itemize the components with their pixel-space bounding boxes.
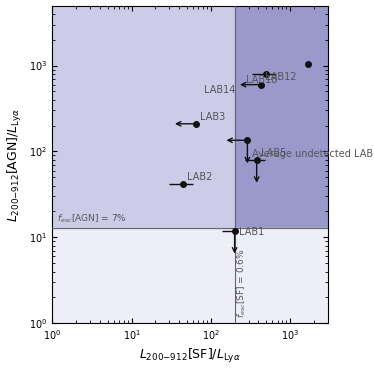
Text: LAB14: LAB14 [203,85,235,95]
Text: LAB3: LAB3 [200,112,226,122]
Text: LAB18: LAB18 [246,75,277,85]
Y-axis label: $L_{200\mathrm{-}912}[\mathrm{AGN}]/L_{\mathrm{Ly}\alpha}$: $L_{200\mathrm{-}912}[\mathrm{AGN}]/L_{\… [6,107,24,221]
Text: LAB5: LAB5 [261,148,286,158]
Text: $f_{esc}$[SF] = 0.6%: $f_{esc}$[SF] = 0.6% [236,248,248,318]
X-axis label: $L_{200\mathrm{-}912}[\mathrm{SF}]/L_{\mathrm{Ly}\alpha}$: $L_{200\mathrm{-}912}[\mathrm{SF}]/L_{\m… [139,348,241,365]
Text: LAB2: LAB2 [187,172,213,182]
Text: LAB1: LAB1 [239,227,264,237]
Text: $f_{esc}$[AGN] = 7%: $f_{esc}$[AGN] = 7% [57,212,127,225]
Text: Average undetected LAB: Average undetected LAB [252,149,373,159]
Text: LAB12: LAB12 [265,72,297,82]
